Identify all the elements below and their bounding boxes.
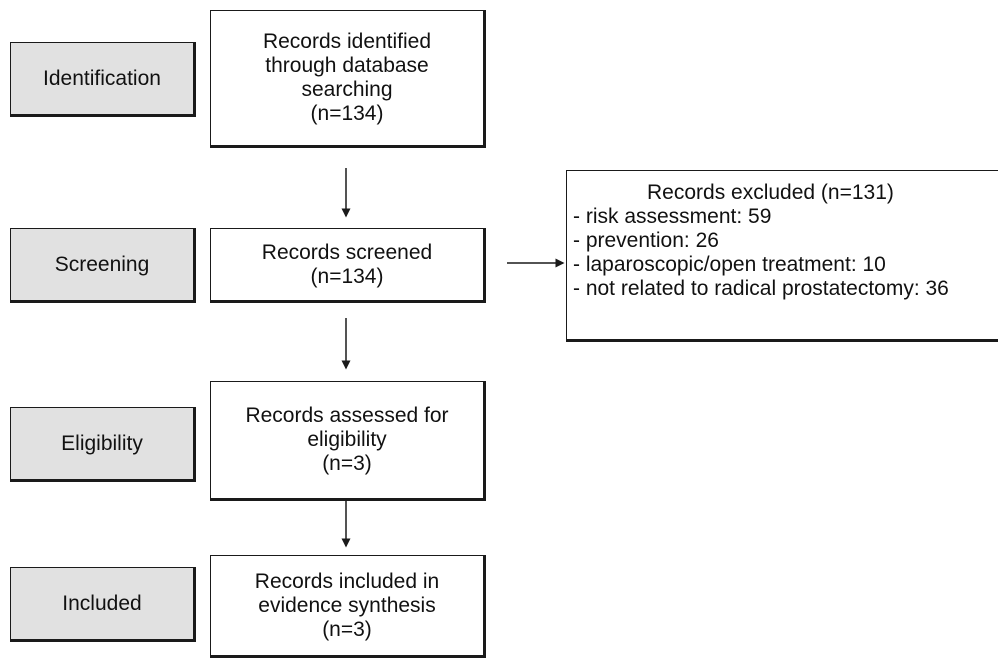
box-identified-line-1: Records identified	[262, 30, 432, 53]
box-assessed-line-1: Records assessed for	[245, 404, 449, 427]
excluded-item-not-related: - not related to radical prostatectomy: …	[573, 277, 949, 300]
box-screened-line-1: Records screened	[261, 240, 433, 264]
box-included-line-3: (n=3)	[322, 617, 372, 641]
box-assessed-line-3: (n=3)	[322, 452, 372, 475]
box-records-assessed: Records assessed for eligibility (n=3)	[210, 381, 486, 501]
excluded-item-laparoscopic-open: - laparoscopic/open treatment: 10	[573, 253, 886, 276]
box-included-line-2: evidence synthesis	[258, 593, 436, 617]
excluded-title: Records excluded (n=131)	[647, 181, 894, 204]
stage-label-included: Included	[10, 567, 196, 642]
box-identified-line-4: (n=134)	[310, 102, 384, 125]
box-records-excluded: Records excluded (n=131) - risk assessme…	[566, 170, 998, 342]
stage-label-screening: Screening	[10, 228, 196, 303]
excluded-item-prevention: - prevention: 26	[573, 229, 719, 252]
box-included-line-1: Records included in	[254, 569, 440, 593]
stage-label-identification: Identification	[10, 42, 196, 117]
box-records-included: Records included in evidence synthesis (…	[210, 555, 486, 658]
box-records-identified: Records identified through database sear…	[210, 10, 486, 148]
excluded-item-risk-assessment: - risk assessment: 59	[573, 205, 772, 228]
box-identified-line-3: searching	[301, 78, 393, 101]
box-screened-line-2: (n=134)	[310, 264, 384, 288]
box-identified-line-2: through database	[265, 54, 429, 77]
box-assessed-line-2: eligibility	[307, 428, 387, 451]
box-records-screened: Records screened (n=134)	[210, 228, 486, 303]
stage-label-eligibility: Eligibility	[10, 407, 196, 482]
